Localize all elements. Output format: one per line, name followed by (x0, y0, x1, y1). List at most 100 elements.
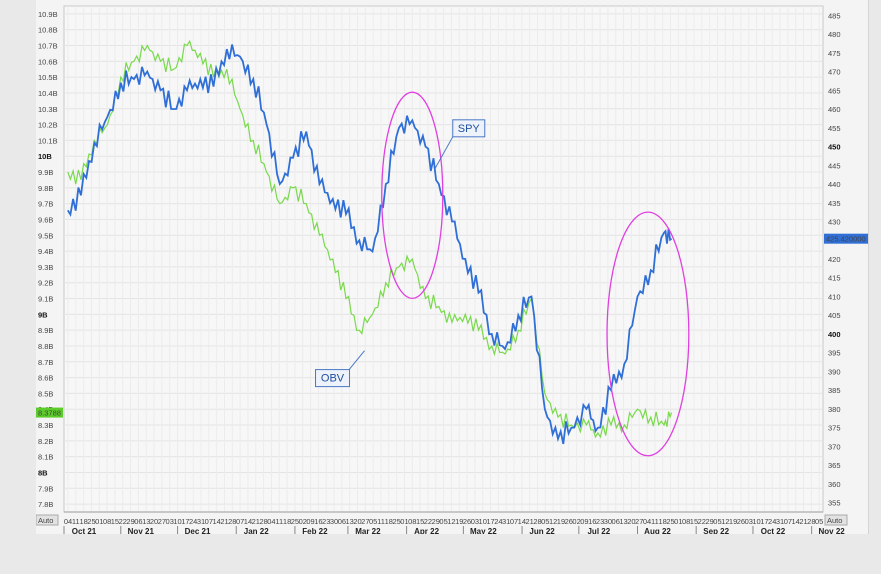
auto-button-left (35, 514, 59, 526)
day-tick-label: 09 (306, 517, 314, 526)
month-label: Nov 22 (819, 527, 846, 534)
month-label: Mar 22 (355, 527, 381, 534)
day-tick-label: 05 (713, 517, 721, 526)
right-tick-label: 360 (828, 480, 841, 489)
day-tick-label: 04 (643, 517, 651, 526)
day-tick-label: 04 (64, 517, 72, 526)
day-tick-label: 18 (283, 517, 291, 526)
day-tick-label: 05 (439, 517, 447, 526)
day-tick-label: 03 (166, 517, 174, 526)
day-tick-label: 25 (392, 517, 400, 526)
day-tick-label: 07 (784, 517, 792, 526)
month-label: Jul 22 (587, 527, 610, 534)
day-tick-label: 02 (572, 517, 580, 526)
day-tick-label: 29 (432, 517, 440, 526)
day-tick-label: 18 (385, 517, 393, 526)
day-tick-label: 20 (150, 517, 158, 526)
left-tick-label: 10.9B (38, 10, 58, 19)
day-tick-label: 09 (580, 517, 588, 526)
left-tick-label: 9.3B (38, 263, 53, 272)
day-tick-label: 14 (518, 517, 526, 526)
day-tick-label: 22 (698, 517, 706, 526)
chart-panel: 10.9B 10.8B 10.7B 10.6B 10.5B 10.4B 10.3B 10.2B… (35, 0, 869, 536)
day-tick-label: 13 (619, 517, 627, 526)
left-tick-label: 8B (38, 468, 48, 477)
left-tick-label: 8.2B (38, 437, 53, 446)
day-tick-label: 28 (533, 517, 541, 526)
day-tick-label: 11 (377, 517, 385, 526)
day-tick-label: 04 (267, 517, 275, 526)
day-tick-label: 18 (79, 517, 87, 526)
day-tick-label: 29 (126, 517, 134, 526)
series-line-spy (67, 44, 673, 445)
right-tick-label: 380 (828, 405, 841, 414)
auto-label-right: Auto (827, 516, 842, 525)
right-tick-label: 475 (828, 49, 841, 58)
callout-pointer-obv (347, 350, 365, 372)
right-tick-label: 435 (828, 199, 841, 208)
left-tick-label: 10.1B (38, 136, 58, 145)
day-tick-label: 22 (424, 517, 432, 526)
day-tick-label: 28 (228, 517, 236, 526)
right-tick-label: 395 (828, 349, 841, 358)
day-tick-label: 28 (259, 517, 267, 526)
left-tick-label: 9.5B (38, 231, 53, 240)
right-tick-label: 415 (828, 274, 841, 283)
day-tick-label: 01 (95, 517, 103, 526)
day-tick-label: 13 (346, 517, 354, 526)
day-tick-label: 10 (752, 517, 760, 526)
right-tick-label: 465 (828, 86, 841, 95)
month-label: Feb 22 (302, 527, 328, 534)
right-tick-label: 455 (828, 124, 841, 133)
day-tick-label: 26 (565, 517, 573, 526)
day-tick-label: 29 (705, 517, 713, 526)
left-tick-label: 10.6B (38, 57, 58, 66)
right-tick-label: 485 (828, 11, 841, 20)
day-tick-label: 24 (189, 517, 197, 526)
callout-box-spy (452, 119, 486, 138)
day-tick-label: 12 (721, 517, 729, 526)
day-tick-label: 20 (627, 517, 635, 526)
day-tick-label: 25 (666, 517, 674, 526)
day-tick-label: 03 (471, 517, 479, 526)
right-value-badge (824, 233, 868, 244)
day-tick-label: 05 (369, 517, 377, 526)
day-tick-label: 27 (361, 517, 369, 526)
day-tick-label: 10 (173, 517, 181, 526)
series-line-obv (67, 39, 673, 439)
right-tick-label: 470 (828, 68, 841, 77)
right-tick-label: 460 (828, 105, 841, 114)
day-tick-label: 25 (291, 517, 299, 526)
day-tick-label: 01 (400, 517, 408, 526)
left-tick-label: 9.1B (38, 295, 53, 304)
day-tick-label: 12 (549, 517, 557, 526)
day-tick-label: 14 (792, 517, 800, 526)
highlight-ellipse-aug (606, 211, 690, 457)
highlight-ellipse-apr (381, 91, 444, 300)
day-tick-label: 07 (236, 517, 244, 526)
left-tick-label: 9.6B (38, 215, 53, 224)
right-value-badge-label: 425.420000 (826, 235, 866, 244)
day-tick-label: 14 (244, 517, 252, 526)
day-tick-label: 21 (799, 517, 807, 526)
month-label: Sep 22 (703, 527, 729, 534)
day-tick-label: 08 (408, 517, 416, 526)
right-tick-label: 405 (828, 311, 841, 320)
day-tick-label: 06 (338, 517, 346, 526)
left-tick-label: 10.2B (38, 121, 58, 130)
left-tick-label: 8.6B (38, 374, 53, 383)
month-label: Dec 21 (185, 527, 211, 534)
day-tick-label: 19 (455, 517, 463, 526)
left-tick-label: 7.8B (38, 500, 53, 509)
day-tick-label: 02 (299, 517, 307, 526)
month-label: Oct 21 (72, 527, 97, 534)
auto-label-left: Auto (38, 516, 53, 525)
day-tick-label: 27 (635, 517, 643, 526)
day-tick-label: 27 (158, 517, 166, 526)
left-tick-label: 7.9B (38, 484, 53, 493)
left-tick-label: 10.5B (38, 73, 58, 82)
right-tick-label: 480 (828, 30, 841, 39)
month-label: May 22 (470, 527, 497, 534)
right-tick-label: 400 (828, 330, 841, 339)
day-tick-label: 21 (525, 517, 533, 526)
